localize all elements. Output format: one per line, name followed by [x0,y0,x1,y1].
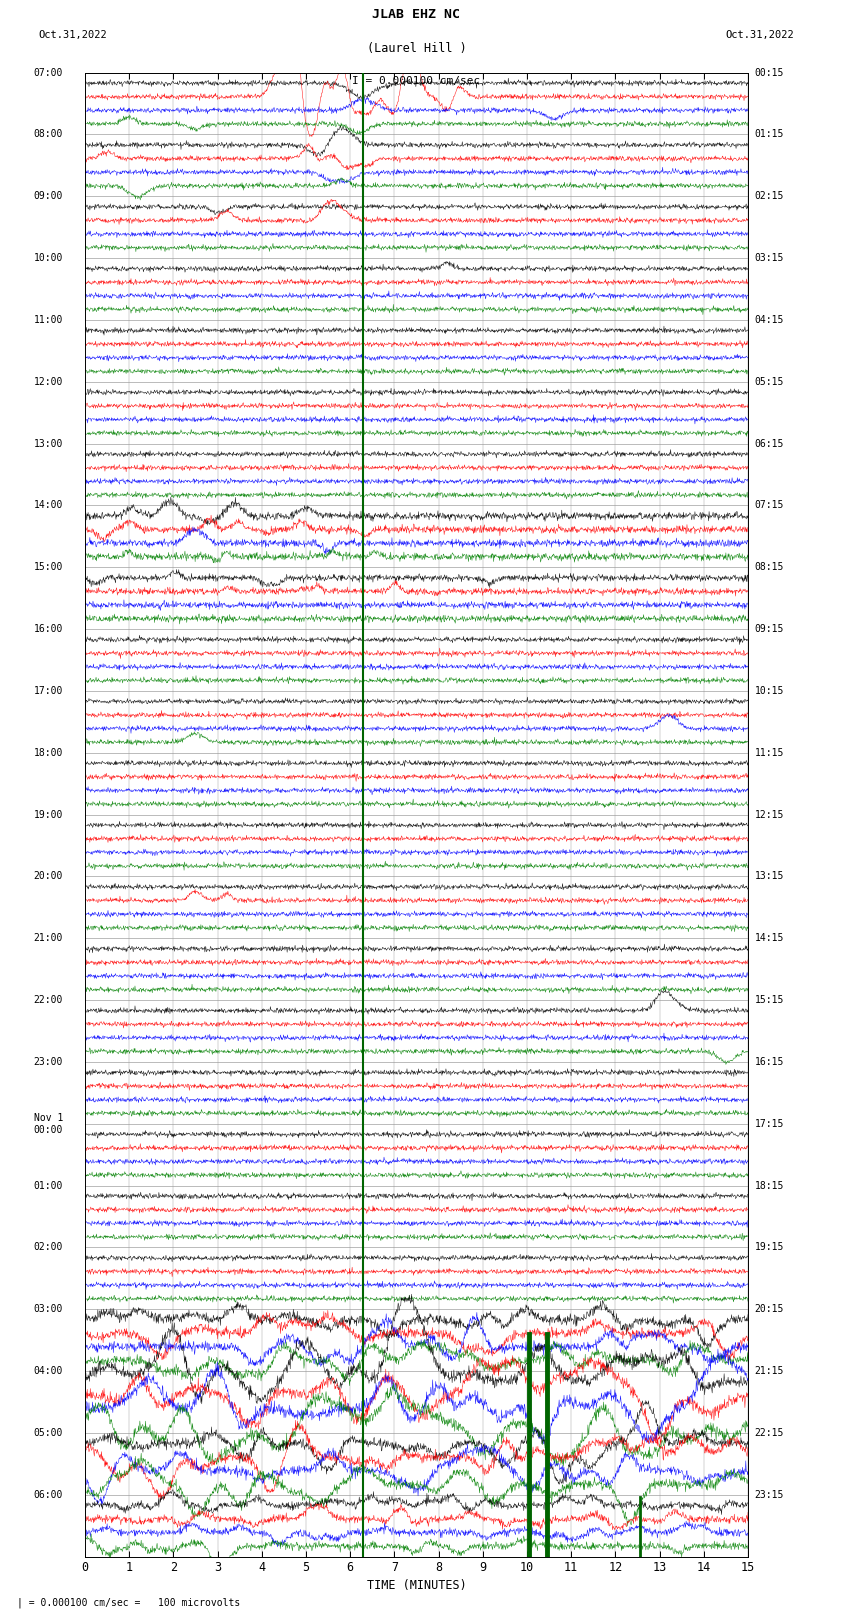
Text: 03:15: 03:15 [755,253,784,263]
Text: I = 0.000100 cm/sec: I = 0.000100 cm/sec [353,76,480,85]
Text: 19:15: 19:15 [755,1242,784,1252]
Text: 14:15: 14:15 [755,934,784,944]
Text: 09:15: 09:15 [755,624,784,634]
Text: 14:00: 14:00 [33,500,63,510]
Text: 00:15: 00:15 [755,68,784,77]
X-axis label: TIME (MINUTES): TIME (MINUTES) [366,1579,467,1592]
Text: 23:15: 23:15 [755,1490,784,1500]
Text: 06:15: 06:15 [755,439,784,448]
Text: 21:00: 21:00 [33,934,63,944]
Text: 19:00: 19:00 [33,810,63,819]
Text: 11:00: 11:00 [33,315,63,324]
Text: 17:00: 17:00 [33,686,63,695]
Text: 10:15: 10:15 [755,686,784,695]
Text: 01:00: 01:00 [33,1181,63,1190]
Text: 11:15: 11:15 [755,748,784,758]
Text: 07:00: 07:00 [33,68,63,77]
Text: 13:00: 13:00 [33,439,63,448]
Text: 03:00: 03:00 [33,1305,63,1315]
Text: 17:15: 17:15 [755,1119,784,1129]
Text: JLAB EHZ NC: JLAB EHZ NC [372,8,461,21]
Text: Oct.31,2022: Oct.31,2022 [38,31,107,40]
Text: | = 0.000100 cm/sec =   100 microvolts: | = 0.000100 cm/sec = 100 microvolts [17,1597,241,1608]
Text: 07:15: 07:15 [755,500,784,510]
Text: 08:00: 08:00 [33,129,63,139]
Text: 16:15: 16:15 [755,1057,784,1066]
Text: 12:00: 12:00 [33,377,63,387]
Text: 05:00: 05:00 [33,1428,63,1437]
Text: Oct.31,2022: Oct.31,2022 [726,31,795,40]
Text: 02:15: 02:15 [755,192,784,202]
Text: 21:15: 21:15 [755,1366,784,1376]
Text: 15:15: 15:15 [755,995,784,1005]
Text: 15:00: 15:00 [33,563,63,573]
Text: 12:15: 12:15 [755,810,784,819]
Text: 08:15: 08:15 [755,563,784,573]
Text: 20:15: 20:15 [755,1305,784,1315]
Text: 18:00: 18:00 [33,748,63,758]
Text: 09:00: 09:00 [33,192,63,202]
Text: 23:00: 23:00 [33,1057,63,1066]
Text: 22:00: 22:00 [33,995,63,1005]
Text: 04:00: 04:00 [33,1366,63,1376]
Text: 13:15: 13:15 [755,871,784,881]
Text: (Laurel Hill ): (Laurel Hill ) [366,42,467,55]
Text: 18:15: 18:15 [755,1181,784,1190]
Text: 05:15: 05:15 [755,377,784,387]
Text: 02:00: 02:00 [33,1242,63,1252]
Text: 01:15: 01:15 [755,129,784,139]
Text: 06:00: 06:00 [33,1490,63,1500]
Text: 04:15: 04:15 [755,315,784,324]
Text: 20:00: 20:00 [33,871,63,881]
Text: 10:00: 10:00 [33,253,63,263]
Text: 16:00: 16:00 [33,624,63,634]
Text: Nov 1
00:00: Nov 1 00:00 [33,1113,63,1134]
Text: 22:15: 22:15 [755,1428,784,1437]
